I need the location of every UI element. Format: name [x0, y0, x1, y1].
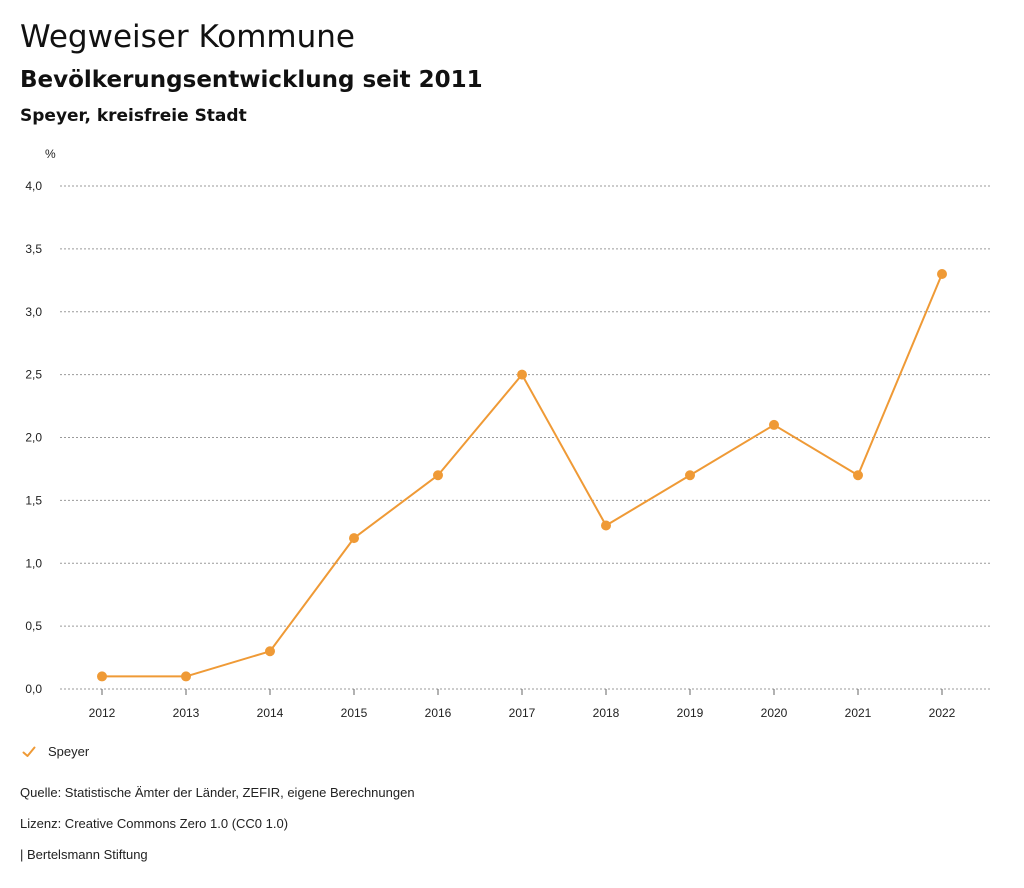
- checkmark-icon: [22, 746, 36, 757]
- data-point[interactable]: [349, 533, 359, 544]
- source-note: Quelle: Statistische Ämter der Länder, Z…: [20, 785, 415, 800]
- y-tick-label: 2,5: [25, 368, 42, 382]
- data-point[interactable]: [769, 419, 779, 430]
- data-point[interactable]: [517, 369, 527, 380]
- chart-title: Wegweiser Kommune: [20, 19, 355, 55]
- y-tick-label: 4,0: [25, 179, 42, 193]
- chart-subtitle: Bevölkerungsentwicklung seit 2011: [20, 67, 483, 93]
- data-point[interactable]: [181, 671, 191, 682]
- x-tick-label: 2022: [929, 706, 956, 720]
- publisher-note: | Bertelsmann Stiftung: [20, 847, 148, 862]
- series-speyer[interactable]: [97, 269, 947, 682]
- y-tick-label: 3,0: [25, 305, 42, 319]
- data-point[interactable]: [853, 470, 863, 481]
- region-name: Speyer, kreisfreie Stadt: [20, 106, 247, 126]
- legend-label: Speyer: [48, 744, 90, 759]
- data-point[interactable]: [433, 470, 443, 481]
- x-axis-ticks: 2012 2013 2014 2015 2016 2017 2018 2019 2020 2021…: [89, 689, 956, 720]
- data-point[interactable]: [685, 470, 695, 481]
- y-tick-label: 1,5: [25, 493, 42, 507]
- y-tick-label: 1,0: [25, 556, 42, 570]
- data-point[interactable]: [265, 646, 275, 657]
- y-tick-label: 3,5: [25, 242, 42, 256]
- y-tick-label: 2,0: [25, 431, 42, 445]
- series-line: [102, 273, 943, 678]
- x-tick-label: 2014: [257, 706, 284, 720]
- x-tick-label: 2020: [761, 706, 788, 720]
- x-tick-label: 2019: [677, 706, 704, 720]
- line-chart: % 0,00,51,01,52,02,53,03,54,0 2012 2013 20…: [25, 147, 992, 720]
- x-tick-label: 2013: [173, 706, 200, 720]
- y-tick-label: 0,5: [25, 619, 42, 633]
- x-tick-label: 2017: [509, 706, 536, 720]
- y-tick-label: 0,0: [25, 682, 42, 696]
- data-point[interactable]: [937, 269, 947, 280]
- x-tick-label: 2018: [593, 706, 620, 720]
- x-tick-label: 2015: [341, 706, 368, 720]
- data-point[interactable]: [97, 671, 107, 682]
- x-tick-label: 2016: [425, 706, 452, 720]
- y-axis-ticks: 0,0 0,5 1,0 1,5 2,0 2,5 3,0 3,5 4,0: [25, 179, 42, 696]
- x-tick-label: 2012: [89, 706, 116, 720]
- license-note: Lizenz: Creative Commons Zero 1.0 (CC0 1…: [20, 816, 289, 831]
- grid-lines: [60, 185, 992, 690]
- x-tick-label: 2021: [845, 706, 872, 720]
- y-axis-unit-label: %: [45, 147, 56, 161]
- data-point[interactable]: [601, 520, 611, 531]
- legend-item-speyer[interactable]: Speyer: [22, 744, 89, 759]
